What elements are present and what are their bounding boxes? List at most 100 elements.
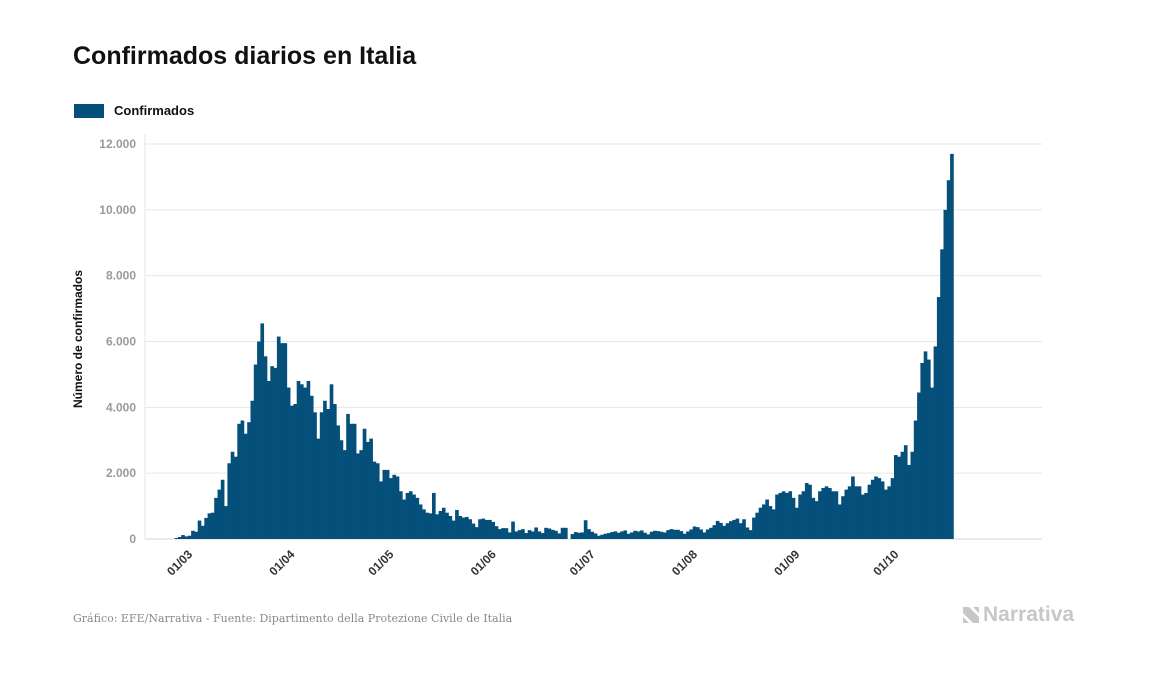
y-tick-label: 6.000 <box>106 335 136 349</box>
bar <box>742 519 746 539</box>
bar <box>676 529 680 539</box>
y-axis-ticks: 0 2.000 4.000 6.000 8.000 10.000 12.000 <box>99 137 136 546</box>
bar <box>547 528 552 539</box>
bar <box>217 489 222 540</box>
bar <box>616 532 621 539</box>
bar <box>656 531 661 539</box>
bars <box>174 153 954 540</box>
y-tick-label: 0 <box>129 532 136 546</box>
bar <box>758 507 763 539</box>
bar <box>296 381 301 539</box>
bar <box>841 496 845 539</box>
x-tick-label: 01/05 <box>365 547 396 578</box>
bar <box>181 535 185 539</box>
bar <box>531 531 535 539</box>
bar <box>405 492 410 539</box>
bar <box>620 531 624 539</box>
bar <box>306 381 311 539</box>
bar <box>649 531 654 539</box>
x-tick-label: 01/07 <box>567 547 598 578</box>
bar <box>709 527 713 539</box>
bar <box>402 499 406 539</box>
bar <box>362 428 367 539</box>
bar <box>623 530 628 539</box>
bar <box>861 494 865 539</box>
bar <box>907 464 911 539</box>
bar <box>524 533 529 539</box>
bar <box>927 359 931 539</box>
x-tick-label: 01/08 <box>669 547 700 578</box>
bar <box>580 532 585 539</box>
bar <box>224 506 228 539</box>
bar <box>187 535 192 539</box>
bar <box>689 529 694 539</box>
bar <box>933 346 938 539</box>
bar <box>441 507 446 539</box>
bar <box>465 516 469 539</box>
bar <box>468 519 472 539</box>
narrativa-logo: Narrativa <box>962 603 1074 627</box>
logo-text: Narrativa <box>983 603 1075 626</box>
bar <box>705 529 710 539</box>
bar <box>834 491 839 539</box>
bar <box>474 527 479 539</box>
bar <box>356 453 360 539</box>
bar <box>702 532 707 539</box>
bar <box>201 525 205 539</box>
bar <box>428 513 433 539</box>
bar <box>544 527 548 539</box>
bar <box>818 491 822 539</box>
bar <box>715 520 720 539</box>
bar <box>399 491 403 539</box>
bar <box>243 433 248 539</box>
bar <box>633 530 637 539</box>
bar <box>804 483 809 539</box>
bar <box>194 531 199 539</box>
bar <box>785 492 789 539</box>
bar <box>478 519 482 539</box>
bar <box>230 451 235 539</box>
bar <box>781 491 786 539</box>
bar <box>537 531 542 539</box>
bar <box>864 492 868 539</box>
bar <box>560 527 565 539</box>
bar <box>597 535 601 539</box>
bar <box>930 387 934 539</box>
bar <box>372 461 377 539</box>
bar <box>811 497 816 539</box>
bar <box>207 513 212 539</box>
bar <box>768 506 773 539</box>
y-tick-label: 8.000 <box>106 269 136 283</box>
bar <box>606 533 611 539</box>
bar <box>458 515 463 539</box>
bar <box>336 425 340 539</box>
bar <box>719 522 723 539</box>
bar <box>593 533 598 539</box>
bar <box>389 478 393 539</box>
bar <box>234 456 238 539</box>
bar <box>263 356 268 539</box>
bar <box>448 515 453 539</box>
bar <box>884 489 888 540</box>
bar <box>432 492 436 539</box>
x-tick-label: 01/03 <box>164 547 195 578</box>
bar <box>847 486 852 539</box>
bar <box>735 518 740 539</box>
bar <box>940 249 944 539</box>
bar <box>313 412 317 539</box>
bar <box>197 520 202 539</box>
bar <box>511 521 515 539</box>
bar <box>369 438 373 539</box>
bar <box>821 487 826 539</box>
bar <box>725 523 730 539</box>
legend: Confirmados <box>74 103 194 118</box>
bar <box>415 497 420 539</box>
bar <box>455 510 459 539</box>
bar <box>653 530 657 539</box>
bar <box>412 494 416 539</box>
bar <box>554 530 558 539</box>
bar <box>210 512 215 539</box>
bar <box>771 509 776 540</box>
bar <box>795 507 799 539</box>
